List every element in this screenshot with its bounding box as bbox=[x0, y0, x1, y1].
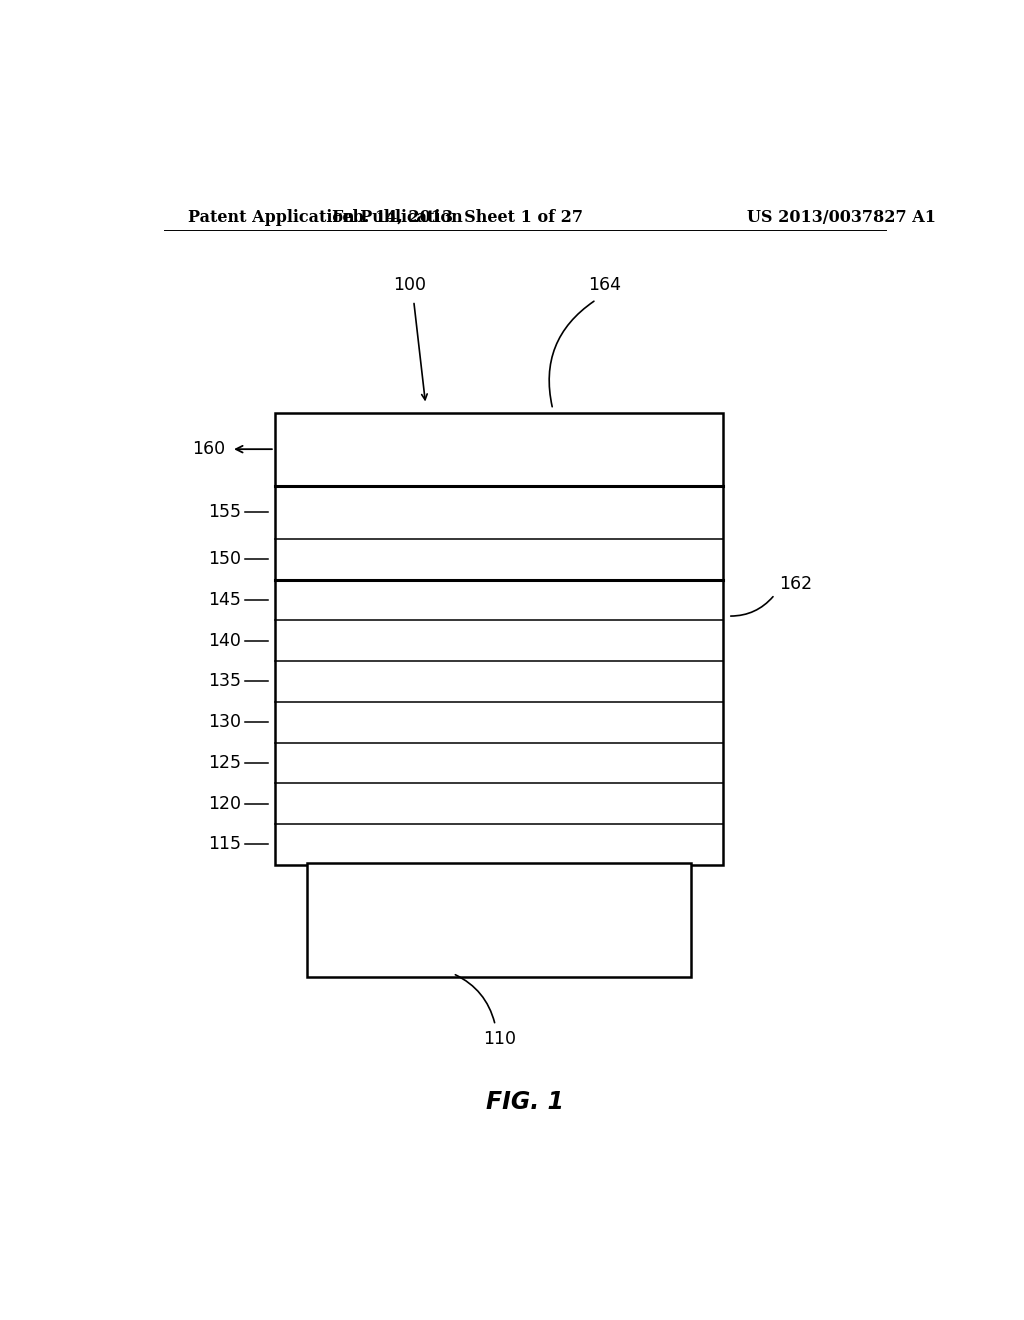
Text: 155: 155 bbox=[208, 503, 241, 521]
Text: 100: 100 bbox=[393, 276, 426, 293]
Text: 150: 150 bbox=[208, 550, 241, 568]
Text: 130: 130 bbox=[208, 713, 241, 731]
Text: 115: 115 bbox=[208, 836, 241, 854]
Text: 125: 125 bbox=[208, 754, 241, 772]
Text: Patent Application Publication: Patent Application Publication bbox=[187, 209, 462, 226]
Text: Feb. 14, 2013  Sheet 1 of 27: Feb. 14, 2013 Sheet 1 of 27 bbox=[332, 209, 583, 226]
Bar bbox=[306, 863, 691, 977]
Text: 145: 145 bbox=[208, 591, 241, 609]
Text: 164: 164 bbox=[588, 276, 621, 293]
Bar bbox=[274, 413, 723, 865]
Text: US 2013/0037827 A1: US 2013/0037827 A1 bbox=[748, 209, 936, 226]
Text: 160: 160 bbox=[193, 440, 225, 458]
Text: FIG. 1: FIG. 1 bbox=[485, 1089, 564, 1114]
Text: 120: 120 bbox=[208, 795, 241, 813]
Text: 135: 135 bbox=[208, 672, 241, 690]
Text: 110: 110 bbox=[482, 1031, 516, 1048]
Text: 140: 140 bbox=[208, 632, 241, 649]
Text: 162: 162 bbox=[779, 576, 812, 594]
